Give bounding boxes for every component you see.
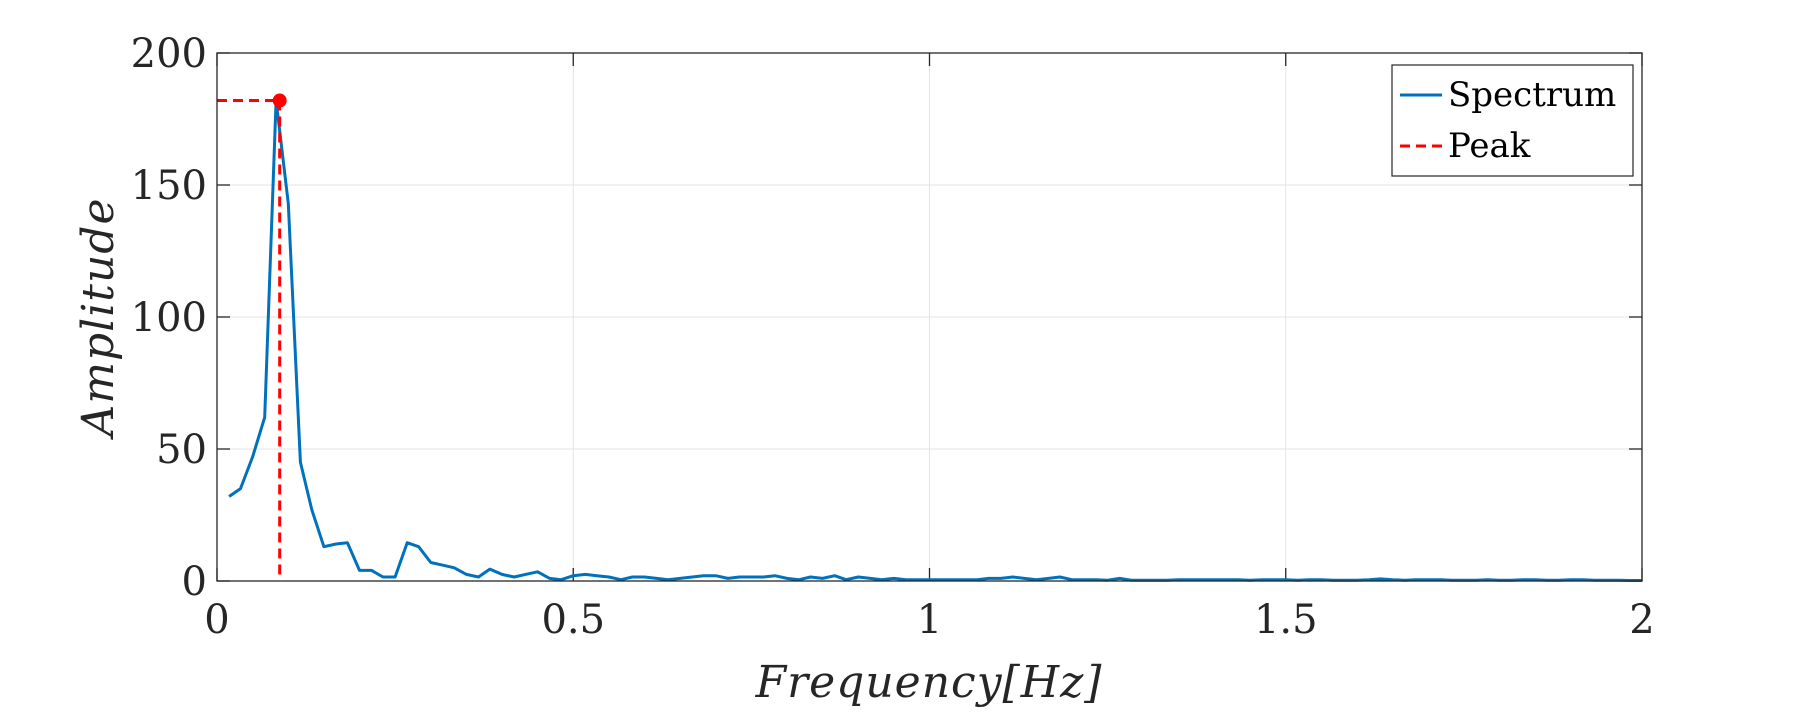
plot-series: [217, 93, 1642, 582]
y-tick-label: 0: [182, 559, 207, 605]
plot-box: [216, 52, 1643, 582]
legend-peak-label: Peak: [1448, 126, 1531, 166]
x-tick-label: 1: [917, 597, 942, 643]
x-tick-label: 2: [1629, 597, 1654, 643]
x-tick-label: 0.5: [541, 597, 605, 643]
y-tick-label: 50: [156, 427, 207, 473]
y-tick-labels: 0 50 100 150 200: [131, 31, 207, 605]
spectrum-line: [228, 99, 1642, 582]
x-axis-title: Frequency[Hz]: [755, 657, 1103, 708]
y-tick-label: 200: [131, 31, 207, 77]
legend-box: [1391, 64, 1634, 177]
x-tick-label: 0: [204, 597, 229, 643]
y-tick-label: 150: [131, 163, 207, 209]
legend: Spectrum Peak: [1391, 64, 1634, 177]
peak-marker: [272, 93, 287, 108]
y-tick-label: 100: [131, 295, 207, 341]
legend-spectrum-label: Spectrum: [1448, 75, 1616, 115]
y-axis-title: Amplitude: [73, 197, 124, 440]
grid-lines: [217, 53, 1642, 581]
x-tick-label: 1.5: [1254, 597, 1318, 643]
x-tick-labels: 0 0.5 1 1.5 2: [204, 597, 1654, 643]
